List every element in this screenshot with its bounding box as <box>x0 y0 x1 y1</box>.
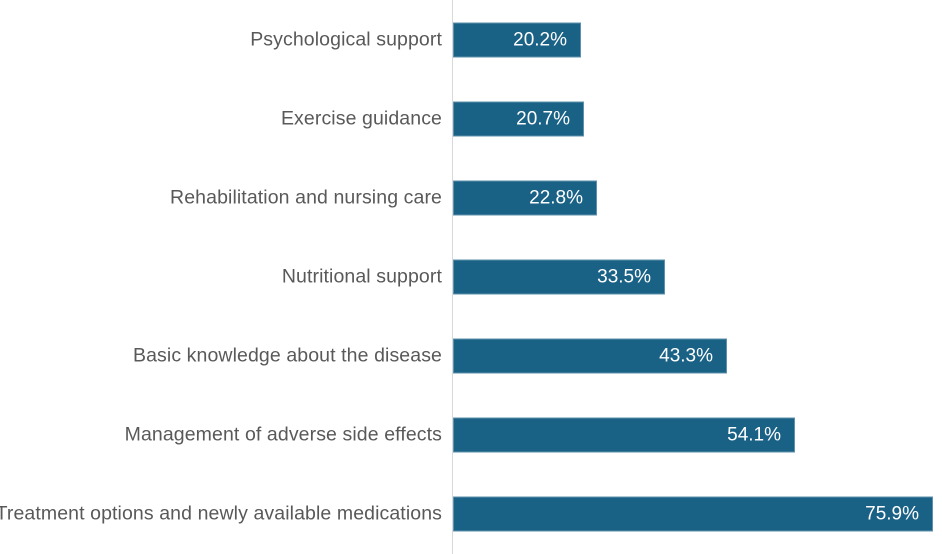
bar[interactable]: 75.9% <box>453 496 933 531</box>
bar-row: Treatment options and newly available me… <box>0 474 942 553</box>
category-label: Basic knowledge about the disease <box>132 344 442 366</box>
bar-row: Nutritional support 33.5% <box>0 237 942 316</box>
bar[interactable]: 33.5% <box>453 259 665 294</box>
bar-value-label: 20.7% <box>516 108 570 129</box>
category-label: Treatment options and newly available me… <box>0 502 442 524</box>
category-axis-line <box>452 0 453 554</box>
bar-value-label: 33.5% <box>597 266 651 287</box>
bar-value-label: 43.3% <box>659 345 713 366</box>
bar-container: 20.2% <box>453 22 581 57</box>
category-label: Exercise guidance <box>280 107 442 129</box>
bar-container: 54.1% <box>453 417 795 452</box>
bar-value-label: 22.8% <box>529 187 583 208</box>
bar-row: Rehabilitation and nursing care 22.8% <box>0 158 942 237</box>
bar-container: 43.3% <box>453 338 727 373</box>
bar-container: 22.8% <box>453 180 597 215</box>
category-label: Rehabilitation and nursing care <box>170 186 442 208</box>
category-label: Management of adverse side effects <box>124 423 442 445</box>
bar-row: Basic knowledge about the disease 43.3% <box>0 316 942 395</box>
category-label: Psychological support <box>250 28 442 50</box>
bar-row: Management of adverse side effects 54.1% <box>0 395 942 474</box>
bar-row: Exercise guidance 20.7% <box>0 79 942 158</box>
bar[interactable]: 20.2% <box>453 22 581 57</box>
category-label: Nutritional support <box>281 265 442 287</box>
bar-value-label: 54.1% <box>727 424 781 445</box>
bar[interactable]: 54.1% <box>453 417 795 452</box>
bar[interactable]: 20.7% <box>453 101 584 136</box>
bar-value-label: 75.9% <box>865 503 919 524</box>
bar-row: Psychological support 20.2% <box>0 0 942 79</box>
bar-container: 33.5% <box>453 259 665 294</box>
bar-container: 20.7% <box>453 101 584 136</box>
bar-value-label: 20.2% <box>513 29 567 50</box>
bar-container: 75.9% <box>453 496 933 531</box>
bar[interactable]: 22.8% <box>453 180 597 215</box>
bar[interactable]: 43.3% <box>453 338 727 373</box>
